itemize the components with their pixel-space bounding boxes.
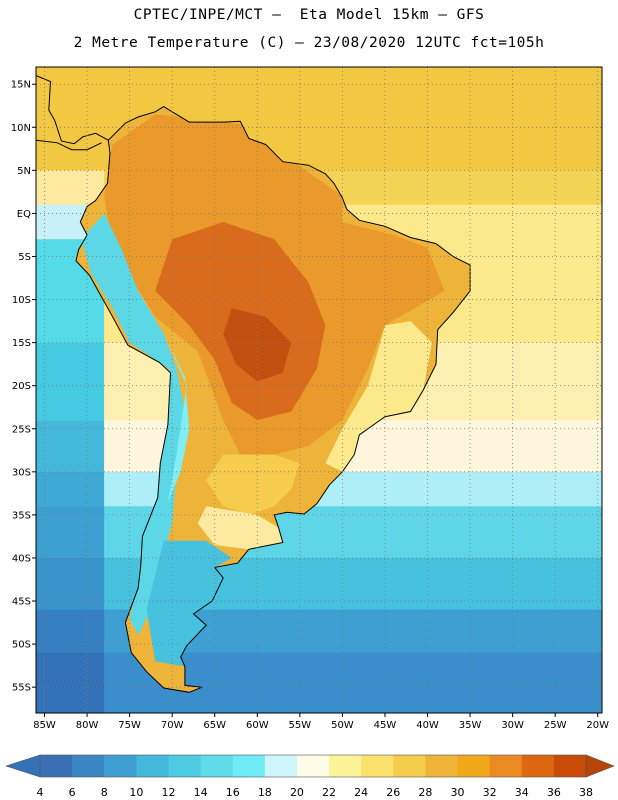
- lat-label: 50S: [12, 640, 31, 651]
- colorbar-label: 38: [579, 786, 593, 799]
- colorbar: 4 6 8 10 12 14 16 18 20 22 24 26 28 30 32 34 36 38: [5, 754, 615, 799]
- colorbar-swatch: [264, 755, 298, 777]
- colorbar-swatch: [553, 755, 587, 777]
- land-zone-patagonia: [146, 540, 232, 667]
- lon-label: 35W: [459, 720, 482, 731]
- lon-label: 70W: [161, 720, 184, 731]
- colorbar-swatch: [296, 755, 330, 777]
- colorbar-label: 18: [258, 786, 272, 799]
- lat-label: 10N: [11, 123, 31, 134]
- colorbar-label: 16: [226, 786, 240, 799]
- colorbar-swatch: [425, 755, 458, 777]
- colorbar-swatch: [168, 755, 201, 777]
- lat-label: 55S: [12, 683, 31, 694]
- lat-label: EQ: [17, 209, 31, 220]
- lat-label: 5S: [18, 252, 31, 263]
- central-america-land: [36, 75, 109, 150]
- colorbar-label: 20: [290, 786, 304, 799]
- colorbar-low-arrow: [5, 754, 41, 778]
- lon-label: 60W: [246, 720, 269, 731]
- lon-label: 40W: [416, 720, 439, 731]
- colorbar-swatch: [104, 755, 137, 777]
- land-zone-pampas-mild: [197, 506, 283, 550]
- colorbar-label: 32: [483, 786, 497, 799]
- ocean-band-atlantic: [36, 609, 602, 654]
- lon-label: 25W: [544, 720, 567, 731]
- lat-label: 20S: [12, 381, 31, 392]
- lon-label: 20W: [586, 720, 609, 731]
- lat-label: 45S: [12, 597, 31, 608]
- title-line-1: CPTEC/INPE/MCT – Eta Model 15km – GFS: [133, 7, 485, 23]
- ocean-band-pacific: [36, 170, 105, 206]
- colorbar-label: 14: [194, 786, 208, 799]
- temperature-zones: [81, 114, 445, 667]
- colorbar-swatch: [457, 755, 490, 777]
- south-america-coastline: [75, 106, 471, 693]
- lon-label: 50W: [331, 720, 354, 731]
- lon-label: 75W: [118, 720, 141, 731]
- lon-label: 85W: [33, 720, 56, 731]
- central-america-coastline: [36, 75, 109, 151]
- land-zone-andes-cold: [167, 342, 190, 502]
- lat-label: 30S: [12, 467, 31, 478]
- longitude-axis: 85W 80W 75W 70W 65W 60W 55W 50W 45W 40W 35W 30W 25W 2…: [33, 713, 609, 731]
- map-frame: [35, 66, 603, 714]
- colorbar-label: 12: [161, 786, 175, 799]
- land-zone-andes-cool: [81, 213, 185, 636]
- latitude-axis: 15N 10N 5N EQ 5S 10S 15S 20S 25S 30S 35S 40S 45S 50S 5…: [11, 80, 36, 694]
- colorbar-swatch: [232, 755, 266, 777]
- coastline: [36, 75, 471, 693]
- colorbar-label: 36: [547, 786, 561, 799]
- colorbar-high-arrow: [585, 754, 615, 778]
- land-zone-east-coast-mild: [325, 321, 432, 472]
- ocean-band-atlantic: [36, 506, 602, 559]
- ocean-band-pacific: [36, 506, 105, 559]
- land-field: [36, 75, 471, 693]
- lon-label: 30W: [501, 720, 524, 731]
- colorbar-swatch: [200, 755, 234, 777]
- colorbar-label: 28: [418, 786, 432, 799]
- colorbar-border: [39, 754, 587, 778]
- colorbar-label: 4: [37, 786, 44, 799]
- lat-label: 5N: [17, 166, 31, 177]
- land-zone-hottest: [223, 308, 292, 382]
- lon-label: 65W: [203, 720, 226, 731]
- colorbar-label: 24: [354, 786, 368, 799]
- lat-label: 10S: [12, 295, 31, 306]
- colorbar-swatch: [361, 755, 394, 777]
- lat-label: 35S: [12, 510, 31, 521]
- colorbar-swatch: [136, 755, 169, 777]
- ocean-band-atlantic: [36, 652, 602, 713]
- colorbar-label: 8: [101, 786, 108, 799]
- colorbar-label: 10: [129, 786, 143, 799]
- lon-label: 45W: [374, 720, 397, 731]
- lon-label: 80W: [76, 720, 99, 731]
- colorbar-label: 30: [451, 786, 465, 799]
- ocean-band-atlantic: [36, 557, 602, 611]
- ocean-band-pacific: [36, 420, 105, 473]
- land-zone-pampas-warm: [206, 454, 300, 515]
- colorbar-swatch: [521, 755, 555, 777]
- colorbar-label: 26: [386, 786, 400, 799]
- ocean-band-pacific: [36, 471, 105, 507]
- colorbar-swatch: [393, 755, 426, 777]
- ocean-band-pacific: [36, 342, 105, 421]
- colorbar-label: 34: [515, 786, 529, 799]
- lat-label: 15S: [12, 338, 31, 349]
- colorbar-swatch: [72, 755, 105, 777]
- lat-label: 40S: [12, 553, 31, 564]
- ocean-band-pacific: [36, 609, 105, 654]
- colorbar-label: 6: [69, 786, 76, 799]
- lat-label: 15N: [11, 80, 31, 91]
- lon-label: 55W: [289, 720, 312, 731]
- colorbar-swatch: [329, 755, 362, 777]
- title-line-2: 2 Metre Temperature (C) – 23/08/2020 12U…: [73, 35, 545, 51]
- lat-label: 25S: [12, 424, 31, 435]
- colorbar-swatch: [40, 755, 73, 777]
- ocean-band-pacific: [36, 557, 105, 611]
- ocean-band-pacific: [36, 652, 105, 713]
- colorbar-swatch: [489, 755, 523, 777]
- colorbar-label: 22: [322, 786, 336, 799]
